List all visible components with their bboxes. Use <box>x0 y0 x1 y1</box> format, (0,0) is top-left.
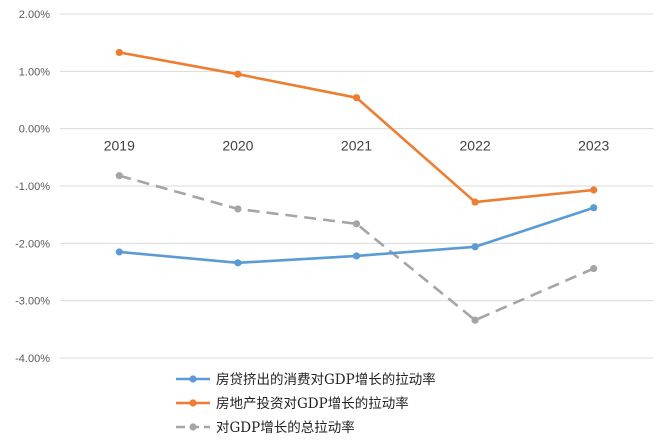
x-tick-label: 2020 <box>222 138 253 154</box>
x-tick-label: 2019 <box>104 138 135 154</box>
data-point <box>471 198 479 206</box>
gridlines <box>60 13 653 359</box>
legend: 房贷挤出的消费对GDP增长的拉动率房地产投资对GDP增长的拉动率对GDP增长的总… <box>176 371 436 436</box>
x-tick-label: 2021 <box>341 138 372 154</box>
legend-marker <box>189 399 197 407</box>
data-point <box>115 172 123 180</box>
series-lines <box>115 48 598 324</box>
data-point <box>234 70 242 78</box>
data-point <box>352 220 361 228</box>
data-point <box>234 259 242 267</box>
data-point <box>115 48 123 57</box>
data-point <box>471 243 479 251</box>
legend-marker <box>189 423 197 431</box>
data-point <box>590 186 598 194</box>
x-tick-label: 2023 <box>578 138 609 154</box>
series-line <box>119 51 594 204</box>
y-tick-label: 0.00% <box>19 124 50 136</box>
y-tick-label: 2.00% <box>19 9 50 21</box>
x-axis-ticks: 2019 2020 2021 2022 2023 <box>104 138 610 154</box>
data-point <box>590 204 598 212</box>
data-point <box>590 264 598 273</box>
y-axis-ticks: 2.00% 1.00% 0.00% -1.00% -2.00% -3.00% -4.00% <box>15 9 50 365</box>
y-tick-label: -4.00% <box>15 353 50 365</box>
y-tick-label: 1.00% <box>19 66 50 78</box>
y-tick-label: -3.00% <box>15 296 50 308</box>
y-tick-label: -2.00% <box>15 238 50 250</box>
data-point <box>234 205 242 213</box>
x-tick-label: 2022 <box>460 138 491 154</box>
data-point <box>115 248 123 256</box>
series-line <box>118 174 595 322</box>
legend-label: 房贷挤出的消费对GDP增长的拉动率 <box>216 371 436 388</box>
data-point <box>352 94 361 102</box>
data-point <box>471 316 479 324</box>
legend-label: 房地产投资对GDP增长的拉动率 <box>216 395 409 412</box>
legend-label: 对GDP增长的总拉动率 <box>216 419 355 436</box>
legend-marker <box>189 375 197 383</box>
y-tick-label: -1.00% <box>15 181 50 193</box>
data-point <box>352 252 361 260</box>
